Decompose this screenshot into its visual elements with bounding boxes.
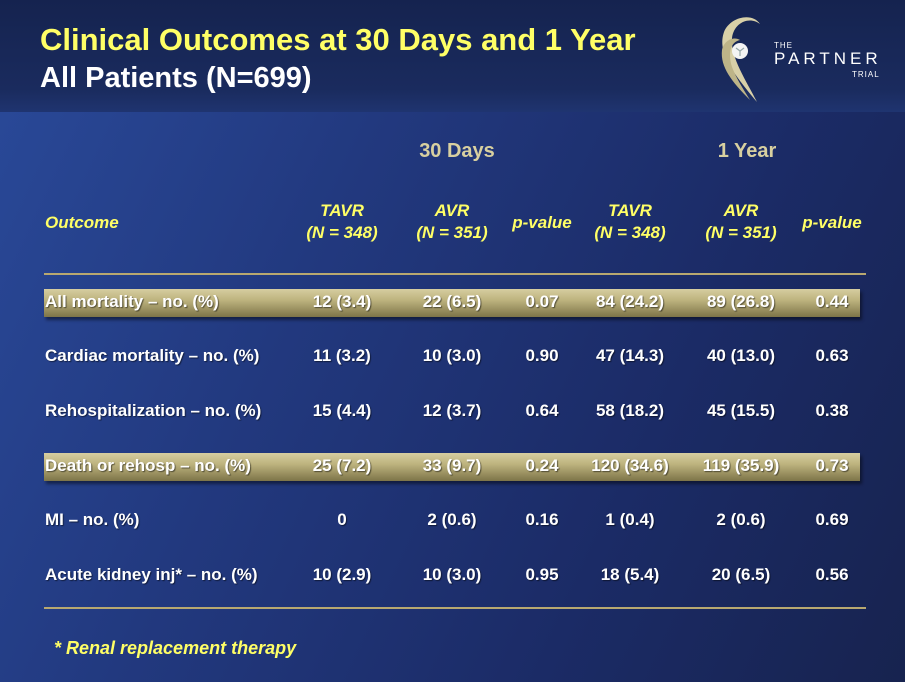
table-cell: 10 (3.0)	[422, 346, 482, 365]
column-header-line2: (N = 351)	[705, 223, 777, 242]
table-cell: 0.56	[815, 565, 849, 584]
table-cell: 84 (24.2)	[595, 292, 665, 311]
table-cell: 10 (3.0)	[422, 565, 482, 584]
slide-title: Clinical Outcomes at 30 Days and 1 Year	[40, 22, 636, 57]
column-header-line1: p-value	[512, 213, 572, 232]
table-cell: 45 (15.5)	[706, 401, 776, 420]
table-cell: 12 (3.4)	[312, 292, 372, 311]
table-cell: 40 (13.0)	[706, 346, 776, 365]
table-cell: 0.64	[525, 401, 559, 420]
table-cell: 10 (2.9)	[312, 565, 372, 584]
heart-swoosh-icon	[721, 17, 760, 102]
table-cell: 11 (3.2)	[313, 346, 371, 365]
table-cell: 22 (6.5)	[422, 292, 482, 311]
column-header: TAVR (N = 348)	[575, 200, 685, 244]
table-bottom-rule	[44, 607, 866, 609]
table-cell: 18 (5.4)	[600, 565, 660, 584]
column-header: AVR (N = 351)	[686, 200, 796, 244]
table-cell: 0.16	[525, 510, 559, 529]
column-header-line2: (N = 348)	[594, 223, 666, 242]
header-band	[0, 0, 905, 112]
row-highlight	[44, 289, 860, 317]
column-header: p-value	[777, 212, 887, 234]
table-cell: 0.44	[815, 292, 849, 311]
row-label: Acute kidney inj* – no. (%)	[45, 565, 258, 584]
row-label: Rehospitalization – no. (%)	[45, 401, 262, 420]
outcome-header: Outcome	[45, 213, 119, 232]
table-top-rule	[44, 273, 866, 275]
table-cell: 0.90	[525, 346, 559, 365]
table-cell: 2 (0.6)	[716, 510, 766, 529]
row-label: Cardiac mortality – no. (%)	[45, 346, 260, 365]
group-header-30-days: 30 Days	[419, 140, 495, 162]
table-cell: 89 (26.8)	[706, 292, 776, 311]
column-header-line2: (N = 351)	[416, 223, 488, 242]
table-cell: 0.07	[525, 292, 559, 311]
table-cell: 119 (35.9)	[702, 456, 780, 475]
group-header-1-year: 1 Year	[717, 140, 777, 162]
logo-the: THE	[774, 41, 793, 50]
table-cell: 33 (9.7)	[422, 456, 482, 475]
column-header-line1: TAVR	[320, 201, 364, 220]
column-header-line1: AVR	[723, 201, 759, 220]
table-cell: 0.24	[525, 456, 559, 475]
table-cell: 58 (18.2)	[595, 401, 665, 420]
partner-trial-logo: THE PARTNER TRIAL	[712, 12, 892, 104]
table-cell: 1 (0.4)	[605, 510, 655, 529]
table-cell: 0.69	[815, 510, 849, 529]
table-cell: 0.63	[815, 346, 849, 365]
table-cell: 0.95	[525, 565, 559, 584]
table-cell: 120 (34.6)	[591, 456, 669, 475]
table-cell: 15 (4.4)	[312, 401, 372, 420]
table-cell: 0.73	[815, 456, 849, 475]
column-header-line2: (N = 348)	[306, 223, 378, 242]
table-cell: 47 (14.3)	[595, 346, 665, 365]
table-cell: 12 (3.7)	[422, 401, 482, 420]
column-header-line1: AVR	[434, 201, 470, 220]
column-header: p-value	[487, 212, 597, 234]
table-cell: 2 (0.6)	[427, 510, 477, 529]
logo-trial: TRIAL	[852, 70, 880, 79]
row-label: All mortality – no. (%)	[45, 292, 219, 311]
column-header: AVR (N = 351)	[397, 200, 507, 244]
table-cell: 0.38	[815, 401, 849, 420]
column-header-line1: TAVR	[608, 201, 652, 220]
table-cell: 20 (6.5)	[711, 565, 771, 584]
row-label: Death or rehosp – no. (%)	[45, 456, 251, 475]
footnote: * Renal replacement therapy	[54, 638, 297, 658]
column-header: TAVR (N = 348)	[287, 200, 397, 244]
slide-subtitle: All Patients (N=699)	[40, 62, 312, 94]
row-highlight	[44, 453, 860, 481]
logo-name: PARTNER	[774, 49, 882, 68]
table-cell: 0	[337, 510, 347, 529]
column-header-line1: p-value	[802, 213, 862, 232]
table-cell: 25 (7.2)	[312, 456, 372, 475]
row-label: MI – no. (%)	[45, 510, 140, 529]
